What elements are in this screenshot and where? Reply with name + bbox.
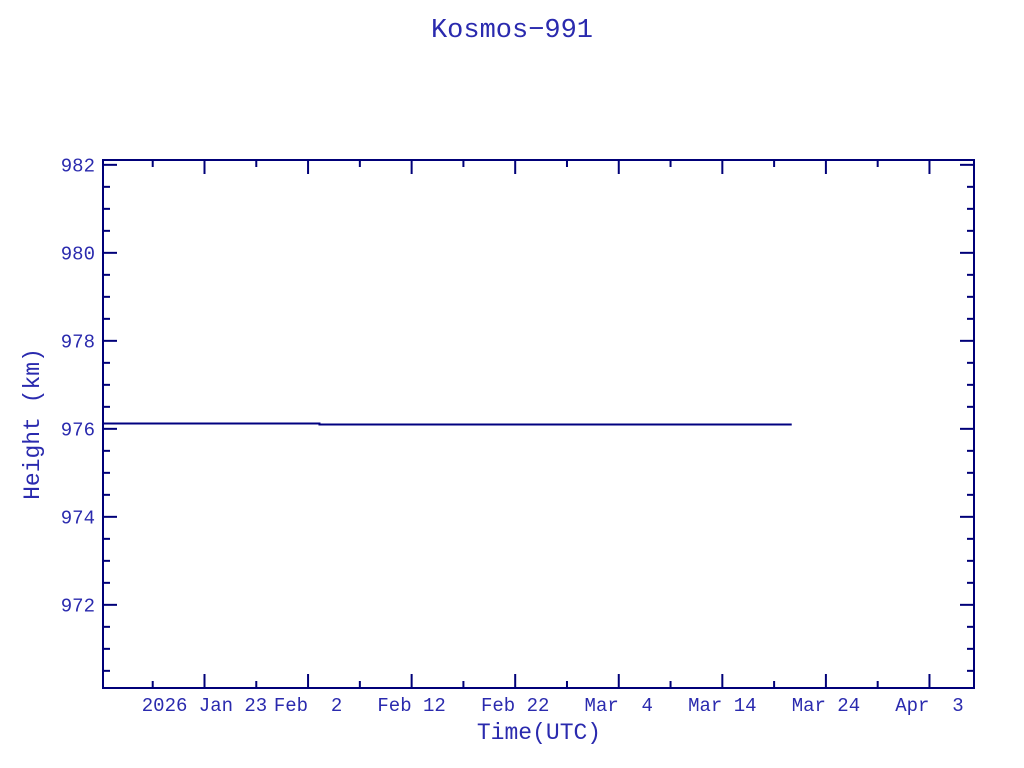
y-tick-label: 976	[61, 419, 95, 441]
x-axis-title: Time(UTC)	[476, 720, 602, 746]
x-tick-label: 2026 Jan 23	[142, 695, 267, 717]
y-tick-label: 974	[61, 507, 95, 529]
y-tick-label: 982	[61, 155, 95, 177]
x-tick-label: Feb 22	[481, 695, 549, 717]
height-line	[103, 422, 792, 426]
x-tick-label: Mar 24	[792, 695, 860, 717]
y-tick-label: 978	[61, 331, 95, 353]
x-tick-label: Mar 14	[688, 695, 756, 717]
x-tick-label: Mar 4	[585, 695, 653, 717]
chart-title: Kosmos−991	[430, 16, 594, 46]
x-tick-label: Feb 12	[377, 695, 445, 717]
y-tick-label: 980	[61, 243, 95, 265]
x-tick-label: Apr 3	[895, 695, 963, 717]
y-tick-label: 972	[61, 595, 95, 617]
x-tick-label: Feb 2	[274, 695, 342, 717]
